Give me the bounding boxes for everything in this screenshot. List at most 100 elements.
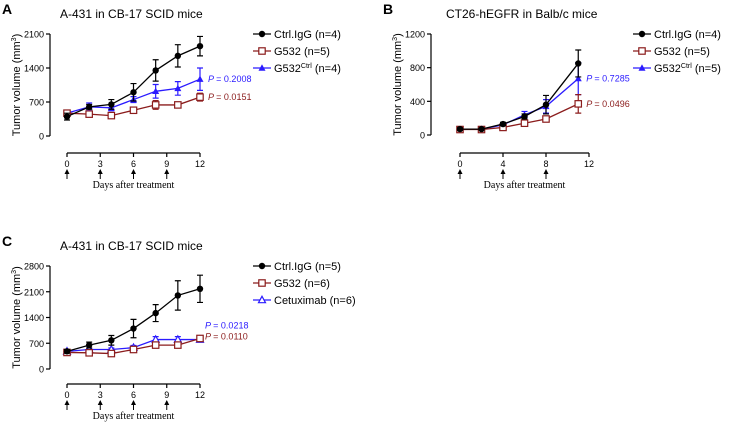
data-point (258, 64, 266, 71)
treatment-arrow-icon (97, 169, 103, 179)
data-point (129, 345, 138, 354)
x-tick-label: 12 (195, 159, 205, 169)
x-tick-label: 0 (64, 390, 69, 400)
p-value: = 0.0151 (216, 92, 251, 102)
legend-item: G532 (n=5) (633, 46, 710, 58)
chart-title: CT26-hEGFR in Balb/c mice (446, 7, 598, 21)
p-value-label: P = 0.7285 (586, 74, 629, 84)
legend: Ctrl.IgG (n=5) G532 (n=6) Cetuximab (n=6) (253, 261, 356, 307)
p-value-label: P = 0.0496 (586, 99, 629, 109)
y-tick-label: 400 (410, 97, 425, 107)
x-tick-label: 12 (195, 390, 205, 400)
chart-title: A-431 in CB-17 SCID mice (60, 7, 203, 21)
arrow-head (131, 169, 136, 174)
data-point (575, 60, 582, 67)
chart-title: A-431 in CB-17 SCID mice (60, 239, 203, 253)
data-point (257, 295, 267, 304)
legend-n: (n=5) (301, 46, 330, 58)
legend-name: G532 (274, 46, 301, 58)
treatment-arrow-icon (164, 400, 170, 410)
data-point (574, 100, 583, 108)
panel-letter: C (2, 233, 12, 249)
legend-n: (n=6) (301, 278, 330, 290)
panel-letter: B (383, 1, 393, 17)
x-tick-label: 0 (457, 159, 462, 169)
legend-label: G532Ctrl (n=5) (654, 63, 721, 75)
y-tick-label: 2800 (24, 262, 44, 272)
p-value: = 0.0110 (213, 331, 248, 341)
arrow-head (97, 400, 103, 405)
legend-name: Ctrl.IgG (654, 29, 692, 41)
x-tick-label: 0 (64, 159, 69, 169)
x-axis-label: Days after treatment (93, 180, 175, 191)
data-point (130, 89, 137, 96)
y-axis-label-part: ) (392, 33, 404, 37)
legend-name: G532 (274, 63, 301, 75)
y-axis-label-part: Tumor volume (mm (11, 274, 23, 369)
data-point (63, 348, 71, 355)
y-axis-label-part: ) (11, 34, 23, 38)
treatment-arrow-icon (64, 400, 70, 410)
x-tick-label: 9 (164, 390, 169, 400)
data-point (196, 285, 204, 293)
legend-item: Ctrl.IgG (n=5) (253, 261, 341, 273)
legend-item: G532Ctrl (n=5) (633, 63, 721, 75)
legend: Ctrl.IgG (n=4)G532 (n=5)G532Ctrl (n=4) (253, 29, 341, 75)
data-point (152, 67, 159, 74)
arrow-head (500, 169, 506, 174)
data-point (129, 106, 138, 115)
p-value-label: P = 0.0110 (205, 331, 248, 341)
legend-label: Ctrl.IgG (n=4) (654, 29, 721, 41)
arrow-head (64, 400, 70, 405)
legend-item: G532 (n=5) (253, 46, 330, 58)
data-point (196, 334, 204, 343)
legend-label: G532Ctrl (n=4) (274, 63, 341, 75)
data-point (85, 349, 93, 357)
p-symbol: P (208, 92, 216, 102)
data-point (107, 349, 116, 358)
data-point (108, 337, 115, 344)
legend-name: G532 (654, 63, 681, 75)
legend-n: (n=5) (692, 63, 721, 75)
legend-name: Cetuximab (274, 295, 327, 307)
series-g532: P = 0.0110 (63, 331, 248, 358)
data-point (258, 47, 266, 55)
y-tick-label: 0 (39, 365, 44, 375)
data-point (521, 113, 528, 120)
data-point (196, 93, 204, 101)
legend-label: Ctrl.IgG (n=4) (274, 29, 341, 41)
legend-n: (n=4) (692, 29, 721, 41)
legend-sup: Ctrl (301, 63, 312, 70)
y-axis-label-part: Tumor volume (mm (11, 41, 23, 136)
legend-item: G532Ctrl (n=4) (253, 63, 341, 75)
data-point (196, 42, 204, 50)
data-point (174, 292, 182, 299)
y-tick-label: 700 (29, 339, 44, 349)
chart-panel-b: B CT26-hEGFR in Balb/c mice 0 400 800 1200Tum… (383, 1, 721, 191)
data-point (638, 47, 646, 55)
y-tick-label: 0 (39, 132, 44, 142)
legend-label: G532 (n=5) (274, 46, 330, 58)
y-tick-label: 2100 (24, 30, 44, 40)
treatment-arrow-icon (164, 169, 170, 179)
x-tick-label: 12 (584, 159, 594, 169)
x-tick-label: 9 (164, 159, 169, 169)
arrow-head (543, 169, 549, 174)
treatment-arrow-icon (543, 169, 549, 179)
data-point (85, 110, 93, 118)
treatment-arrow-icon (500, 169, 506, 179)
y-axis-label: Tumor volume (mm3) (392, 33, 404, 136)
x-tick-label: 6 (131, 159, 136, 169)
data-point (174, 52, 182, 60)
data-point (638, 64, 646, 71)
legend-n: (n=4) (312, 29, 341, 41)
arrow-head (131, 400, 136, 405)
data-point (456, 125, 464, 133)
data-point (258, 279, 266, 287)
data-point (258, 262, 266, 270)
p-symbol: P (586, 74, 594, 84)
legend-item: G532 (n=6) (253, 278, 330, 290)
x-tick-label: 8 (543, 159, 548, 169)
data-point (107, 111, 116, 120)
